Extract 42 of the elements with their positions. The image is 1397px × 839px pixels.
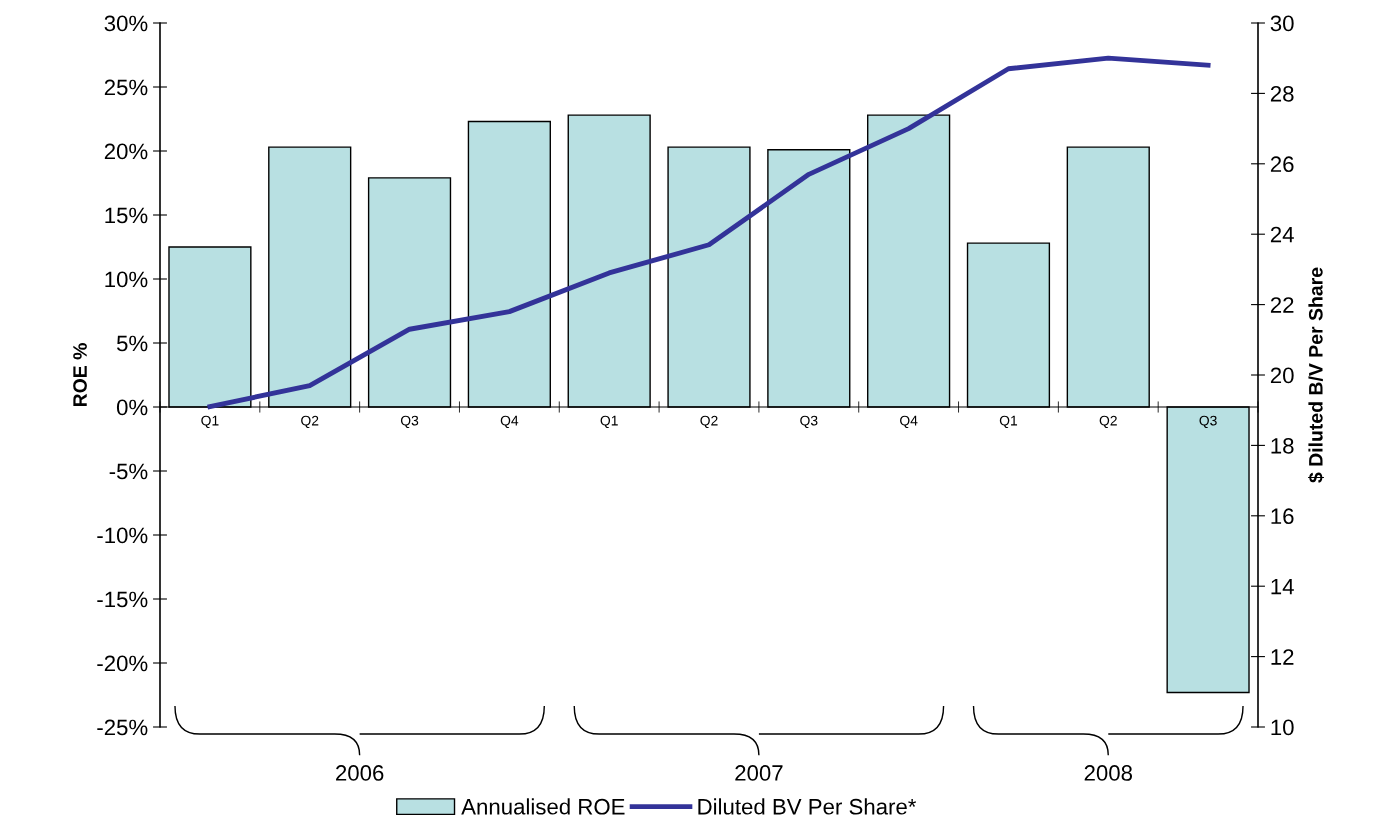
y-tick-label: 0% bbox=[116, 399, 148, 416]
y2-tick-label: 12 bbox=[1271, 649, 1294, 665]
x-tick-label: Q3 bbox=[1199, 415, 1217, 429]
y-tick-label: 20% bbox=[104, 143, 148, 160]
y-tick-label: 5% bbox=[116, 335, 148, 352]
x-tick-label: Q3 bbox=[400, 415, 419, 429]
text: 2007 bbox=[735, 765, 783, 781]
y-axis-title: ROE % bbox=[73, 343, 87, 407]
x-tick-label: Q3 bbox=[800, 415, 818, 429]
y-tick-label: -15% bbox=[97, 591, 148, 608]
y-tick-label: 10% bbox=[105, 271, 148, 288]
x-tick-label: Q1 bbox=[600, 415, 618, 429]
y2-tick-label: 28 bbox=[1270, 85, 1294, 102]
y2-tick-label: 26 bbox=[1270, 156, 1294, 173]
y2-tick-label: 24 bbox=[1270, 226, 1294, 243]
text: 2006 bbox=[336, 765, 384, 781]
x-tick-label: Q4 bbox=[900, 415, 918, 429]
y-tick-label: -20% bbox=[97, 655, 148, 672]
y2-tick-label: 14 bbox=[1271, 578, 1294, 595]
x-tick-label: Q1 bbox=[201, 415, 219, 429]
y-tick-label: -25% bbox=[97, 719, 148, 736]
y2-tick-label: 22 bbox=[1270, 297, 1294, 313]
y2-tick-label: 20 bbox=[1270, 367, 1294, 384]
x-tick-label: Q4 bbox=[500, 415, 519, 429]
y2-tick-label: 16 bbox=[1271, 508, 1294, 525]
x-tick-label: Q2 bbox=[700, 415, 718, 429]
legend-label: Annualised ROE bbox=[461, 798, 625, 815]
y2-tick-label: 18 bbox=[1271, 437, 1294, 454]
legend-label: Diluted BV Per Share* bbox=[698, 798, 917, 815]
y2-tick-label: 30 bbox=[1270, 15, 1294, 32]
y2-axis-title: $ Diluted B/V Per Share bbox=[1308, 267, 1324, 483]
y2-tick-label: 10 bbox=[1271, 719, 1294, 736]
x-tick-label: Q1 bbox=[999, 415, 1018, 429]
y-tick-label: -5% bbox=[109, 463, 148, 480]
line-series bbox=[207, 55, 1211, 410]
x-tick-label: Q2 bbox=[1099, 415, 1117, 429]
y-tick-label: 15% bbox=[105, 207, 148, 224]
y-tick-label: 25% bbox=[104, 79, 148, 96]
text: 2008 bbox=[1084, 765, 1133, 781]
y-tick-label: -10% bbox=[97, 527, 148, 544]
y-tick-label: 30% bbox=[104, 15, 148, 32]
x-tick-label: Q2 bbox=[301, 415, 319, 429]
